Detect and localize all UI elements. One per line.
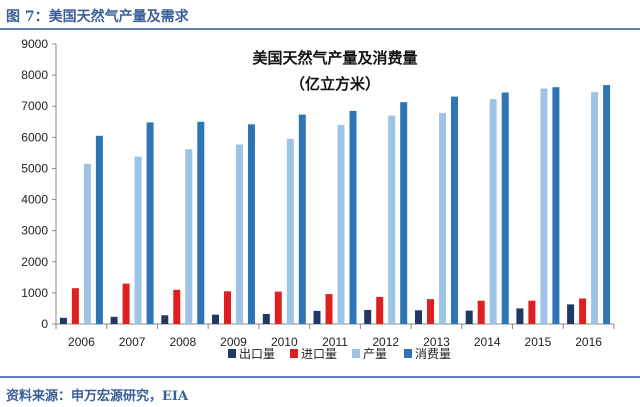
bar-3-2008 bbox=[197, 121, 205, 324]
bar-2-2014 bbox=[489, 99, 497, 324]
bar-chart: 0 1000 2000 3000 4000 5000 6000 7000 8000 9000 200… bbox=[21, 37, 615, 361]
bar-1-2006 bbox=[71, 288, 79, 324]
legend-label-3: 消费量 bbox=[415, 347, 451, 361]
bar-2-2013 bbox=[439, 113, 446, 324]
bar-3-2015 bbox=[552, 87, 560, 324]
legend-label-0: 出口量 bbox=[239, 347, 275, 361]
figure-footer: 资料来源：申万宏源研究，EIA bbox=[0, 376, 640, 407]
bar-2-2016 bbox=[591, 91, 599, 325]
bar-3-2016 bbox=[603, 85, 611, 324]
bar-2-2007 bbox=[134, 156, 142, 324]
y-tick-label: 5000 bbox=[21, 161, 48, 175]
x-tick-label: 2015 bbox=[525, 335, 552, 349]
bar-3-2009 bbox=[248, 124, 255, 324]
legend-swatch-0 bbox=[228, 349, 236, 358]
figure-header: 图 7：美国天然气产量及需求 bbox=[0, 0, 640, 30]
bar-0-2010 bbox=[262, 314, 270, 324]
bar-1-2014 bbox=[477, 300, 485, 324]
legend-swatch-3 bbox=[404, 349, 412, 358]
bar-1-2015 bbox=[528, 300, 536, 324]
bar-0-2014 bbox=[465, 310, 473, 324]
legend-label-2: 产量 bbox=[363, 347, 387, 361]
bar-2-2011 bbox=[337, 124, 345, 325]
x-tick-label: 2011 bbox=[322, 335, 348, 349]
y-tick-label: 4000 bbox=[21, 193, 48, 207]
bar-0-2009 bbox=[212, 314, 219, 324]
bar-0-2007 bbox=[110, 316, 118, 324]
bar-0-2016 bbox=[567, 304, 575, 324]
x-tick-label: 2010 bbox=[271, 335, 298, 349]
bar-3-2010 bbox=[298, 114, 306, 324]
bar-3-2011 bbox=[349, 110, 357, 325]
bar-2-2012 bbox=[388, 115, 396, 324]
bar-2-2008 bbox=[185, 149, 193, 324]
bar-3-2006 bbox=[95, 135, 103, 324]
x-tick-label: 2006 bbox=[68, 335, 95, 349]
y-tick-label: 3000 bbox=[21, 224, 48, 238]
y-tick-label: 9000 bbox=[21, 37, 48, 51]
x-tick-label: 2016 bbox=[575, 335, 602, 349]
bar-1-2007 bbox=[122, 283, 130, 324]
bar-1-2016 bbox=[579, 298, 587, 324]
bar-0-2008 bbox=[161, 315, 169, 324]
x-tick-label: 2008 bbox=[169, 335, 196, 349]
chart-legend: 出口量 进口量 产量 消费量 bbox=[228, 347, 451, 361]
bar-1-2011 bbox=[325, 294, 333, 324]
y-tick-label: 6000 bbox=[21, 130, 48, 144]
bar-0-2015 bbox=[516, 308, 524, 324]
bar-1-2012 bbox=[376, 296, 384, 324]
legend-swatch-1 bbox=[290, 349, 298, 358]
figure-title: 图 7：美国天然气产量及需求 bbox=[6, 9, 189, 25]
x-tick-label: 2013 bbox=[423, 335, 450, 349]
bar-3-2007 bbox=[146, 122, 154, 325]
bar-1-2010 bbox=[274, 291, 282, 324]
bar-2-2006 bbox=[83, 163, 91, 324]
chart-subtitle: （亿立方米） bbox=[290, 75, 380, 93]
figure-source: 资料来源：申万宏源研究，EIA bbox=[6, 389, 189, 404]
bar-0-2006 bbox=[59, 317, 67, 324]
bar-2-2015 bbox=[540, 88, 548, 324]
x-tick-label: 2009 bbox=[220, 335, 247, 349]
chart-title: 美国天然气产量及消费量 bbox=[252, 49, 417, 67]
x-tick-label: 2007 bbox=[119, 335, 146, 349]
y-tick-label: 1000 bbox=[21, 286, 48, 300]
bar-2-2009 bbox=[236, 144, 243, 324]
bar-3-2013 bbox=[451, 96, 458, 324]
bar-0-2011 bbox=[313, 310, 321, 324]
bar-1-2008 bbox=[173, 289, 181, 324]
bar-1-2009 bbox=[224, 291, 231, 324]
bar-0-2013 bbox=[415, 310, 422, 324]
bar-0-2012 bbox=[364, 310, 372, 324]
bar-3-2014 bbox=[501, 92, 509, 324]
y-tick-label: 8000 bbox=[21, 68, 48, 82]
bar-2-2010 bbox=[286, 138, 294, 324]
bar-1-2013 bbox=[427, 299, 434, 324]
x-tick-label: 2014 bbox=[474, 335, 501, 349]
x-tick-label: 2012 bbox=[372, 335, 399, 349]
y-tick-label: 2000 bbox=[21, 255, 48, 269]
bar-3-2012 bbox=[400, 102, 408, 324]
y-tick-label: 7000 bbox=[21, 99, 48, 113]
legend-swatch-2 bbox=[352, 349, 360, 358]
y-tick-label: 0 bbox=[41, 317, 48, 331]
legend-label-1: 进口量 bbox=[301, 347, 337, 361]
